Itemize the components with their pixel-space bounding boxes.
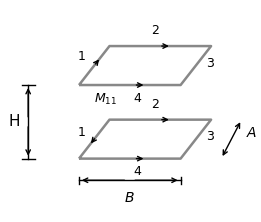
Text: B: B: [125, 191, 135, 205]
Text: 3: 3: [206, 131, 214, 143]
Text: 4: 4: [133, 165, 141, 178]
Text: 2: 2: [151, 24, 159, 38]
Text: 1: 1: [78, 50, 85, 63]
Text: A: A: [247, 126, 256, 140]
Text: 4: 4: [133, 91, 141, 105]
Text: 2: 2: [151, 98, 159, 111]
Text: 1: 1: [78, 126, 85, 139]
Text: $M_{11}$: $M_{11}$: [94, 91, 117, 107]
Text: 3: 3: [206, 57, 214, 70]
Text: H: H: [8, 114, 20, 129]
